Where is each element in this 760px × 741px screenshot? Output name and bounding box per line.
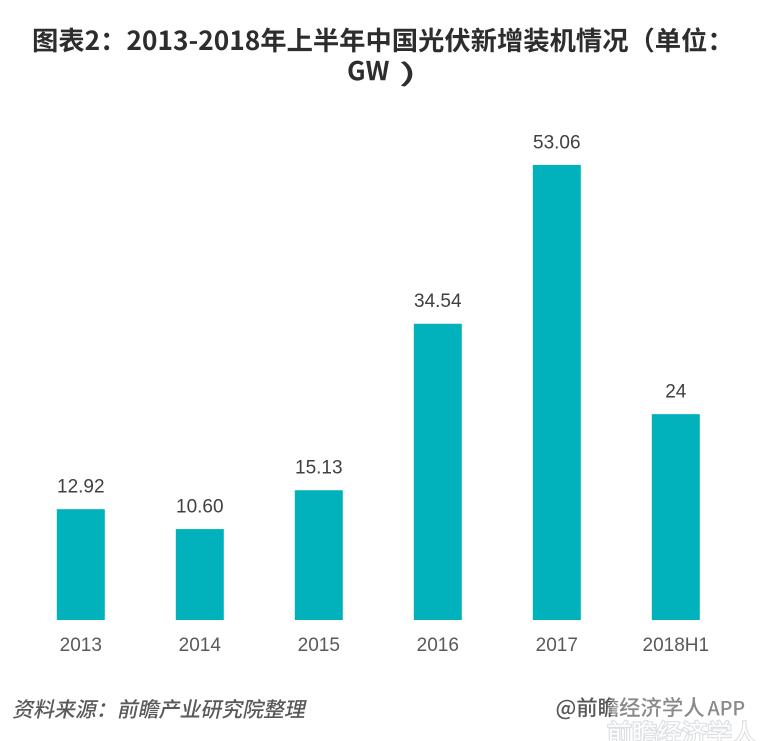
svg-text:2014: 2014	[179, 635, 222, 656]
svg-text:53.06: 53.06	[533, 132, 581, 153]
svg-text:12.92: 12.92	[57, 477, 105, 498]
svg-text:15.13: 15.13	[295, 458, 343, 479]
svg-text:24: 24	[665, 382, 687, 403]
svg-text:2018H1: 2018H1	[643, 635, 710, 656]
svg-text:34.54: 34.54	[414, 291, 462, 312]
svg-text:2013: 2013	[60, 635, 102, 656]
svg-text:2017: 2017	[536, 635, 578, 656]
svg-text:10.60: 10.60	[176, 497, 224, 518]
svg-text:2015: 2015	[298, 635, 340, 656]
svg-text:2016: 2016	[417, 635, 459, 656]
